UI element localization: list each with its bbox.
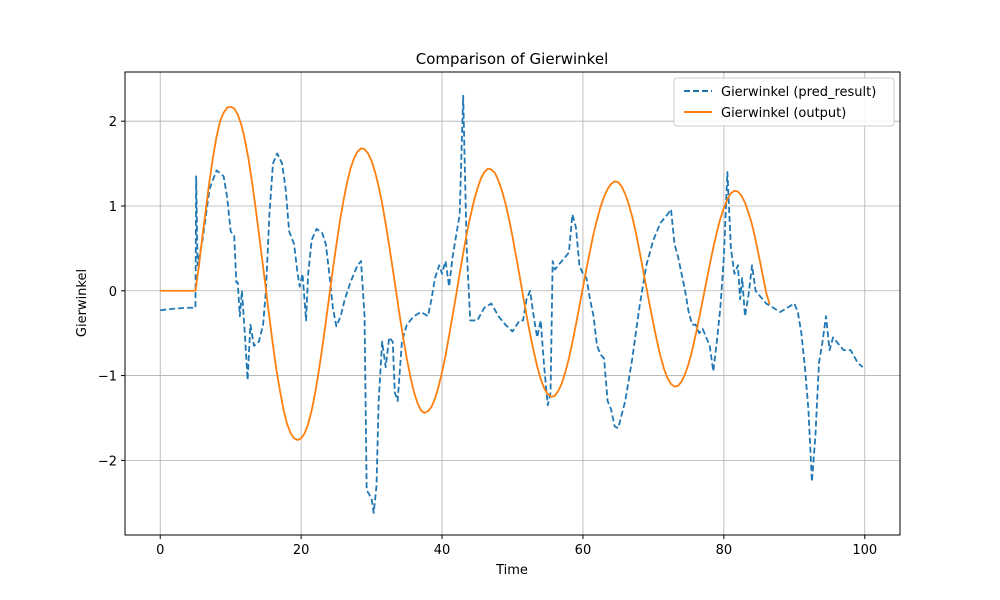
x-tick-label: 100: [852, 543, 877, 558]
legend-label-output: Gierwinkel (output): [721, 106, 846, 121]
chart-title: Comparison of Gierwinkel: [416, 50, 608, 68]
grid: [125, 72, 900, 535]
legend: Gierwinkel (pred_result) Gierwinkel (out…: [673, 77, 895, 127]
x-axis: 0 20 40 60 80 100: [156, 535, 877, 558]
series-line-pred: [160, 94, 864, 514]
legend-label-pred: Gierwinkel (pred_result): [721, 85, 876, 100]
y-tick-label: −2: [98, 454, 117, 469]
x-tick-label: 60: [575, 543, 592, 558]
x-axis-label: Time: [495, 563, 528, 578]
plot-area: [160, 94, 864, 514]
x-tick-label: 40: [434, 543, 451, 558]
y-tick-label: −1: [98, 370, 117, 385]
x-tick-label: 80: [716, 543, 733, 558]
series-line-output: [160, 105, 771, 441]
y-tick-label: 2: [109, 115, 117, 130]
x-tick-label: 20: [293, 543, 310, 558]
x-tick-label: 0: [156, 543, 164, 558]
legend-box: [673, 77, 895, 127]
y-tick-label: 1: [109, 200, 117, 215]
y-tick-label: 0: [109, 285, 117, 300]
y-axis: −2 −1 0 1 2: [98, 115, 125, 469]
plot-frame: [124, 71, 901, 536]
y-axis-label: Gierwinkel: [75, 269, 90, 337]
